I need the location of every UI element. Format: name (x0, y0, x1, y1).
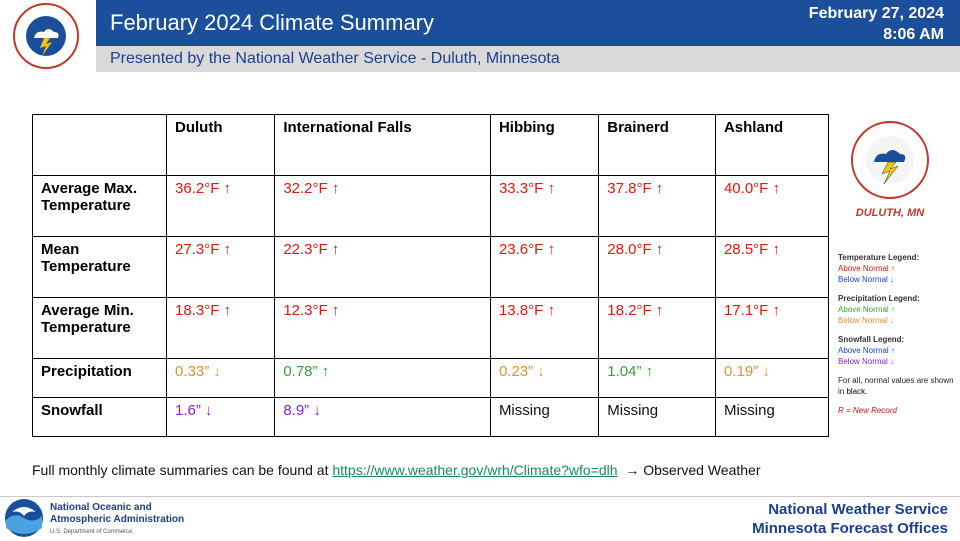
table-cell: 23.6°F ↑ (489, 236, 600, 298)
table-cell: 13.8°F ↑ (489, 297, 600, 359)
table-cell: 0.23” ↓ (489, 358, 600, 398)
table-cell: 28.0°F ↑ (598, 236, 716, 298)
nws-line1: National Weather Service (768, 501, 948, 518)
table-cell: 18.3°F ↑ (165, 297, 276, 359)
table-header-cell: International Falls (274, 114, 491, 176)
table-cell: 17.1°F ↑ (714, 297, 830, 359)
table-cell: Missing (598, 397, 716, 437)
table-cell: Missing (714, 397, 830, 437)
page-subtitle: Presented by the National Weather Servic… (110, 50, 560, 67)
table-row: Average Min. Temperature 18.3°F ↑ 12.3°F… (32, 297, 830, 359)
table-cell: 0.33” ↓ (165, 358, 276, 398)
legend-note: For all, normal values are shown in blac… (838, 376, 954, 396)
table-cell: 36.2°F ↑ (165, 175, 276, 237)
table-cell: 12.3°F ↑ (274, 297, 491, 359)
row-label: Average Max. Temperature (32, 175, 167, 237)
table-cell: 33.3°F ↑ (489, 175, 600, 237)
table-cell: 40.0°F ↑ (714, 175, 830, 237)
footer-note: Full monthly climate summaries can be fo… (32, 462, 760, 478)
header: February 2024 Climate Summary Presented … (0, 0, 960, 72)
header-date: February 27, 2024 8:06 AM (809, 3, 944, 45)
legend-note-black: black (846, 387, 866, 396)
legend-precip-title: Precipitation Legend: (838, 294, 920, 303)
table-cell: 1.04” ↑ (598, 358, 716, 398)
table-header-cell: Duluth (165, 114, 276, 176)
nws-duluth-logo-icon: DULUTH, MN (851, 121, 929, 219)
noaa-text: National Oceanic and Atmospheric Adminis… (50, 502, 184, 538)
date-text: February 27, 2024 (808, 5, 944, 22)
header-subband (96, 46, 960, 72)
row-label: Average Min. Temperature (32, 297, 167, 359)
row-label: Precipitation (32, 358, 167, 398)
table-cell: 27.3°F ↑ (165, 236, 276, 298)
header-band (96, 0, 960, 46)
legend-precip-above: Above Normal ↑ (838, 305, 895, 314)
table-header-cell (32, 114, 167, 176)
table-row: Mean Temperature 27.3°F ↑ 22.3°F ↑ 23.6°… (32, 236, 830, 298)
legend-temp-title: Temperature Legend: (838, 253, 920, 262)
table-header-cell: Ashland (714, 114, 830, 176)
legend-precip-below: Below Normal ↓ (838, 316, 895, 325)
noaa-logo-icon (5, 499, 43, 537)
table-cell: 22.3°F ↑ (274, 236, 491, 298)
table-row: Precipitation 0.33” ↓ 0.78” ↑ 0.23” ↓ 1.… (32, 358, 830, 398)
table-header-cell: Brainerd (598, 114, 716, 176)
row-label: Mean Temperature (32, 236, 167, 298)
table-cell: 32.2°F ↑ (274, 175, 491, 237)
noaa-line2: Atmospheric Administration (50, 514, 185, 525)
nws-footer: National Weather Service Minnesota Forec… (752, 500, 948, 538)
climate-table: Duluth International Falls Hibbing Brain… (32, 114, 830, 437)
table-header-row: Duluth International Falls Hibbing Brain… (32, 114, 830, 176)
footer-text: Full monthly climate summaries can be fo… (32, 462, 329, 478)
table-row: Average Max. Temperature 36.2°F ↑ 32.2°F… (32, 175, 830, 237)
page-title: February 2024 Climate Summary (110, 10, 435, 35)
climate-link[interactable]: https://www.weather.gov/wrh/Climate?wfo=… (332, 462, 618, 478)
nws-logo-icon (13, 3, 79, 69)
legend-temp-above: Above Normal ↑ (838, 264, 895, 273)
legend-temp-below: Below Normal ↓ (838, 275, 895, 284)
table-row: Snowfall 1.6” ↓ 8.9” ↓ Missing Missing M… (32, 397, 830, 437)
table-cell: 8.9” ↓ (274, 397, 491, 437)
table-cell: 0.19” ↓ (714, 358, 830, 398)
table-cell: 1.6” ↓ (165, 397, 276, 437)
row-label: Snowfall (32, 397, 167, 437)
legend-snow-above: Above Normal ↑ (838, 346, 895, 355)
table-cell: Missing (489, 397, 600, 437)
footer-arrow-text: → Observed Weather (625, 462, 761, 478)
nws-line2: Minnesota Forecast Offices (752, 520, 948, 537)
table-cell: 28.5°F ↑ (714, 236, 830, 298)
table-cell: 18.2°F ↑ (598, 297, 716, 359)
bottom-band (0, 496, 960, 541)
legend-snow-title: Snowfall Legend: (838, 335, 905, 344)
legend: Temperature Legend: Above Normal ↑ Below… (838, 252, 958, 416)
time-text: 8:06 AM (883, 26, 944, 43)
table-cell: 37.8°F ↑ (598, 175, 716, 237)
logo-location: DULUTH, MN (856, 207, 925, 219)
noaa-line3: U.S. Department of Commerce (50, 529, 133, 535)
noaa-line1: National Oceanic and (50, 502, 152, 513)
table-cell: 0.78” ↑ (274, 358, 491, 398)
legend-snow-below: Below Normal ↓ (838, 357, 895, 366)
legend-record: R = New Record (838, 406, 897, 415)
table-header-cell: Hibbing (489, 114, 600, 176)
